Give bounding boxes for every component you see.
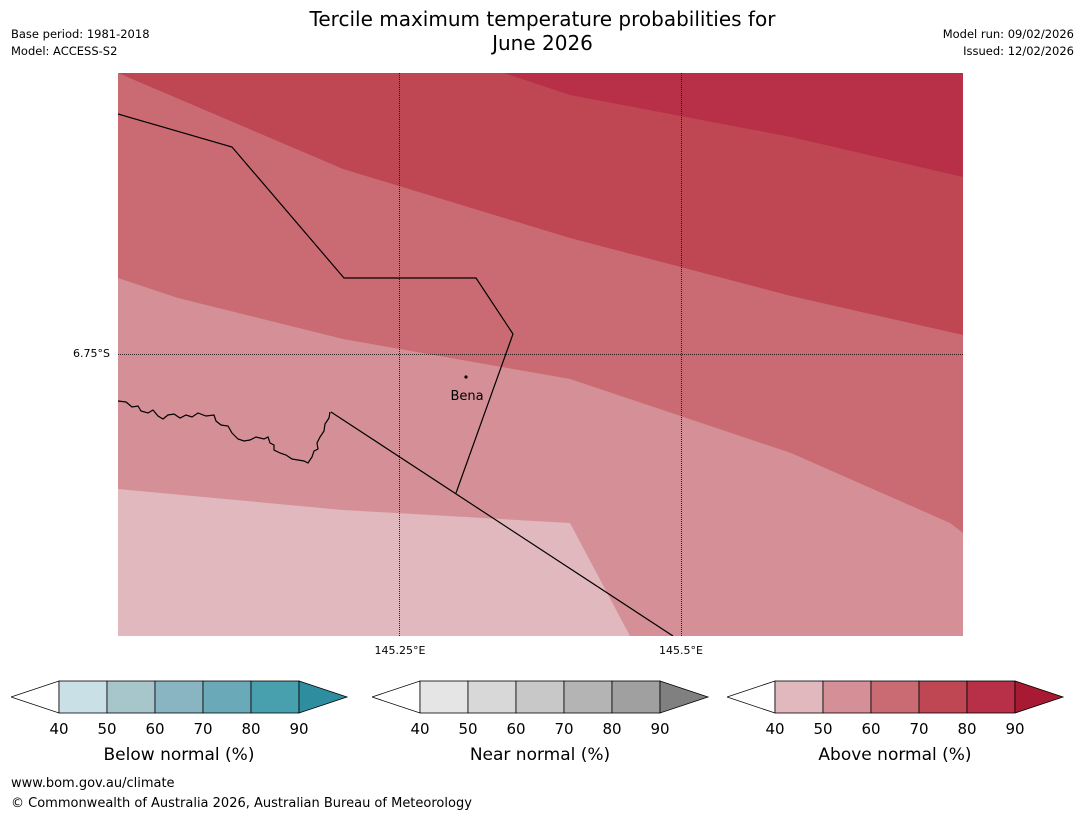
below-normal-tick-70: 70	[193, 720, 213, 738]
near-normal-segment-1	[419, 680, 469, 714]
model-name: Model: ACCESS-S2	[11, 44, 118, 58]
probability-map[interactable]: Bena	[118, 73, 963, 636]
above-normal-tick-70: 70	[909, 720, 929, 738]
above-normal-high-extend	[1014, 680, 1065, 714]
below-normal-segment-3	[154, 680, 204, 714]
above-normal-tick-90: 90	[1005, 720, 1025, 738]
base-period: Base period: 1981-2018	[11, 27, 150, 41]
near-normal-tick-50: 50	[458, 720, 478, 738]
below-normal-tick-60: 60	[145, 720, 165, 738]
below-normal-low-extend	[11, 680, 60, 714]
near-normal-segment-4	[563, 680, 613, 714]
title-line-1: Tercile maximum temperature probabilitie…	[309, 7, 776, 31]
above-normal-segment-5	[966, 680, 1016, 714]
latitude-label: 6.75°S	[73, 347, 110, 360]
above-normal-tick-40: 40	[765, 720, 785, 738]
below-normal-tick-50: 50	[97, 720, 117, 738]
zone-above-70-80	[118, 73, 963, 335]
province-boundary-south	[330, 411, 674, 636]
near-normal-tick-70: 70	[554, 720, 574, 738]
below-normal-tick-40: 40	[49, 720, 69, 738]
map-title: Tercile maximum temperature probabilitie…	[200, 7, 885, 55]
near-normal-high-extend	[659, 680, 710, 714]
below-normal-segment-4	[202, 680, 252, 714]
below-normal-tick-90: 90	[289, 720, 309, 738]
above-normal-tick-80: 80	[957, 720, 977, 738]
near-normal-colorbar-title: Near normal (%)	[469, 745, 611, 765]
above-normal-tick-50: 50	[813, 720, 833, 738]
longitude-label-2: 145.5°E	[659, 644, 703, 657]
near-normal-tick-80: 80	[602, 720, 622, 738]
title-line-2: June 2026	[492, 31, 593, 55]
above-normal-colorbar-title: Above normal (%)	[818, 745, 972, 765]
place-label-bena: Bena	[450, 389, 483, 404]
below-normal-segment-5	[250, 680, 300, 714]
near-normal-segment-2	[467, 680, 517, 714]
model-run: Model run: 09/02/2026	[942, 27, 1074, 41]
base-info: Base period: 1981-2018 Model: ACCESS-S2	[11, 26, 150, 60]
province-boundary	[118, 113, 514, 494]
below-normal-segment-2	[106, 680, 156, 714]
near-normal-tick-90: 90	[650, 720, 670, 738]
near-normal-low-extend	[372, 680, 421, 714]
above-normal-segment-3	[870, 680, 920, 714]
below-normal-segment-1	[58, 680, 108, 714]
footer-url[interactable]: www.bom.gov.au/climate	[11, 776, 175, 791]
near-normal-tick-60: 60	[506, 720, 526, 738]
above-normal-tick-60: 60	[861, 720, 881, 738]
near-normal-colorbar	[372, 680, 710, 714]
below-normal-high-extend	[298, 680, 349, 714]
zone-above-80-90	[504, 73, 963, 177]
near-normal-segment-3	[515, 680, 565, 714]
bena-marker	[464, 375, 468, 379]
below-normal-colorbar-title: Below normal (%)	[103, 745, 255, 765]
near-normal-segment-5	[611, 680, 661, 714]
above-normal-low-extend	[727, 680, 776, 714]
above-normal-segment-4	[918, 680, 968, 714]
below-normal-tick-80: 80	[241, 720, 261, 738]
issued-date: Issued: 12/02/2026	[963, 44, 1074, 58]
above-normal-colorbar	[727, 680, 1065, 714]
run-info: Model run: 09/02/2026 Issued: 12/02/2026	[943, 26, 1074, 60]
above-normal-segment-2	[822, 680, 872, 714]
footer-copyright: © Commonwealth of Australia 2026, Austra…	[11, 796, 472, 811]
above-normal-segment-1	[774, 680, 824, 714]
below-normal-colorbar	[11, 680, 349, 714]
near-normal-tick-40: 40	[410, 720, 430, 738]
river-boundary	[118, 400, 331, 464]
longitude-label-1: 145.25°E	[374, 644, 426, 657]
